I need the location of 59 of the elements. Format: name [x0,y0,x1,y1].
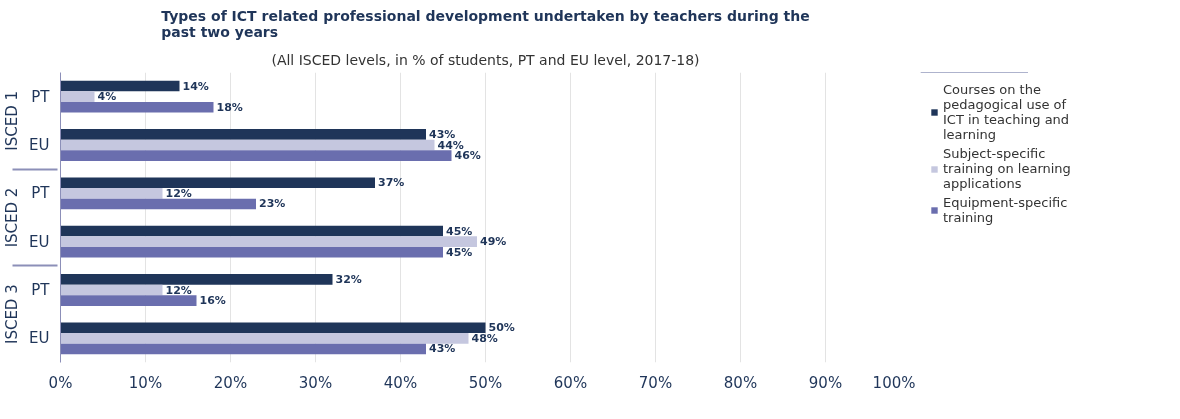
data-label: 12% [165,186,192,200]
bar [60,139,435,151]
bar [60,274,333,285]
chart-subtitle: (All ISCED levels, in % of students, PT and EU level, 2017-18) [271,51,700,68]
bar [60,91,95,102]
x-tick-label: 10% [128,373,163,392]
data-label: 14% [182,79,209,93]
text: ISCED 1 [3,90,22,151]
data-label: 46% [454,149,481,163]
y-tick-label: EU [29,136,50,154]
data-label: 37% [378,176,405,190]
bar [60,188,163,199]
data-label: 12% [165,283,192,297]
y-tick-label: PT [31,281,51,299]
data-label: 43% [429,127,456,141]
data-label: 4% [97,90,117,104]
data-label: 44% [437,138,464,152]
bar [60,80,180,92]
data-label: 45% [446,245,473,259]
bar [60,198,256,210]
bar [60,236,477,247]
y-tick-label: PT [31,184,51,203]
bar [60,150,452,161]
x-tick-label: 40% [383,373,418,392]
x-tick-label: 50% [468,373,503,392]
chart-title: Types of ICT related professional development undertaken by teachers during the past two years [161,7,810,40]
bar [60,284,163,296]
bar [60,246,443,258]
data-label: 32% [335,272,362,286]
bar [60,295,197,306]
x-tick-label: 0% [48,373,73,392]
data-label: 49% [480,235,507,249]
legend-label: Subject-specific training on learning applications [943,146,1071,191]
y-tick-label: EU [29,232,50,251]
bar [60,225,443,237]
x-tick-label: 100% [872,373,916,392]
data-label: 45% [446,224,473,238]
bar [60,343,426,355]
text: ISCED 2 [3,187,22,248]
data-label: 23% [259,197,286,211]
data-label: 16% [199,294,226,308]
x-tick-label: 60% [553,373,588,392]
bar [60,101,214,113]
data-label: 18% [216,100,243,114]
legend-label: Equipment-specific training [943,195,1068,225]
x-tick-label: 90% [808,373,843,392]
data-label: 43% [429,342,456,356]
bar [60,322,486,334]
bar [60,129,426,140]
x-tick-label: 20% [213,373,248,392]
x-tick-label: 30% [298,373,333,392]
legend-label: Courses on the pedagogical use of ICT in teaching and learning [943,82,1070,142]
bar [60,177,375,189]
y-tick-label: PT [31,87,51,106]
text: ISCED 3 [3,284,22,345]
x-tick-label: 80% [723,373,758,392]
y-tick-label: EU [29,329,50,348]
bar [60,333,469,344]
x-tick-label: 70% [638,373,673,392]
